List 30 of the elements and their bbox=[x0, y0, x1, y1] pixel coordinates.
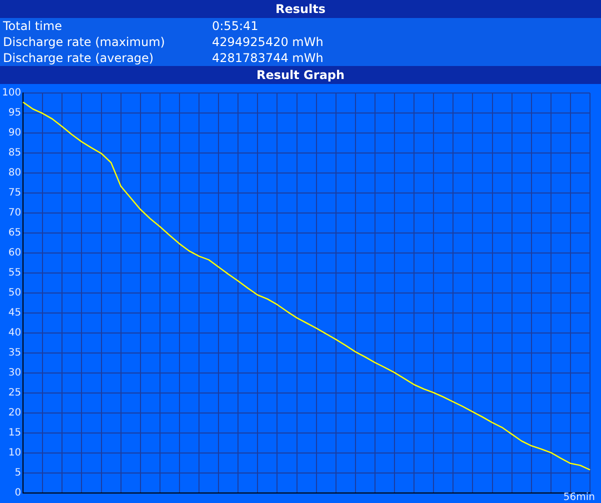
text: 0:55:41 bbox=[212, 18, 258, 34]
chart-title: Results bbox=[0, 0, 601, 18]
y-tick-label: 55 bbox=[8, 268, 22, 279]
y-tick-label: 5 bbox=[14, 468, 22, 479]
y-tick-label: 50 bbox=[8, 288, 22, 299]
annotation: 56min bbox=[563, 492, 595, 503]
y-tick-label: 15 bbox=[8, 428, 22, 439]
text: 4294925420 mWh bbox=[212, 34, 324, 50]
y-tick-label: 70 bbox=[8, 208, 22, 219]
y-tick-label: 10 bbox=[8, 448, 22, 459]
text: Discharge rate (maximum) bbox=[3, 34, 166, 50]
y-tick-label: 45 bbox=[8, 308, 22, 319]
y-tick-label: 20 bbox=[8, 408, 22, 419]
y-tick-label: 85 bbox=[8, 148, 22, 159]
y-tick-label: 90 bbox=[8, 128, 22, 139]
y-tick-label: 100 bbox=[2, 88, 22, 99]
y-tick-label: 95 bbox=[8, 108, 22, 119]
text: Discharge rate (average) bbox=[3, 50, 155, 66]
y-tick-label: 0 bbox=[14, 488, 22, 499]
text: 4281783744 mWh bbox=[212, 50, 324, 66]
y-tick-label: 65 bbox=[8, 228, 22, 239]
y-tick-label: 80 bbox=[8, 168, 22, 179]
y-tick-label: 25 bbox=[8, 388, 22, 399]
chart-subtitle: Result Graph bbox=[0, 66, 601, 84]
y-tick-label: 35 bbox=[8, 348, 22, 359]
y-tick-label: 60 bbox=[8, 248, 22, 259]
y-tick-label: 40 bbox=[8, 328, 22, 339]
text: Total time bbox=[3, 18, 63, 34]
y-tick-label: 75 bbox=[8, 188, 22, 199]
y-tick-label: 30 bbox=[8, 368, 22, 379]
